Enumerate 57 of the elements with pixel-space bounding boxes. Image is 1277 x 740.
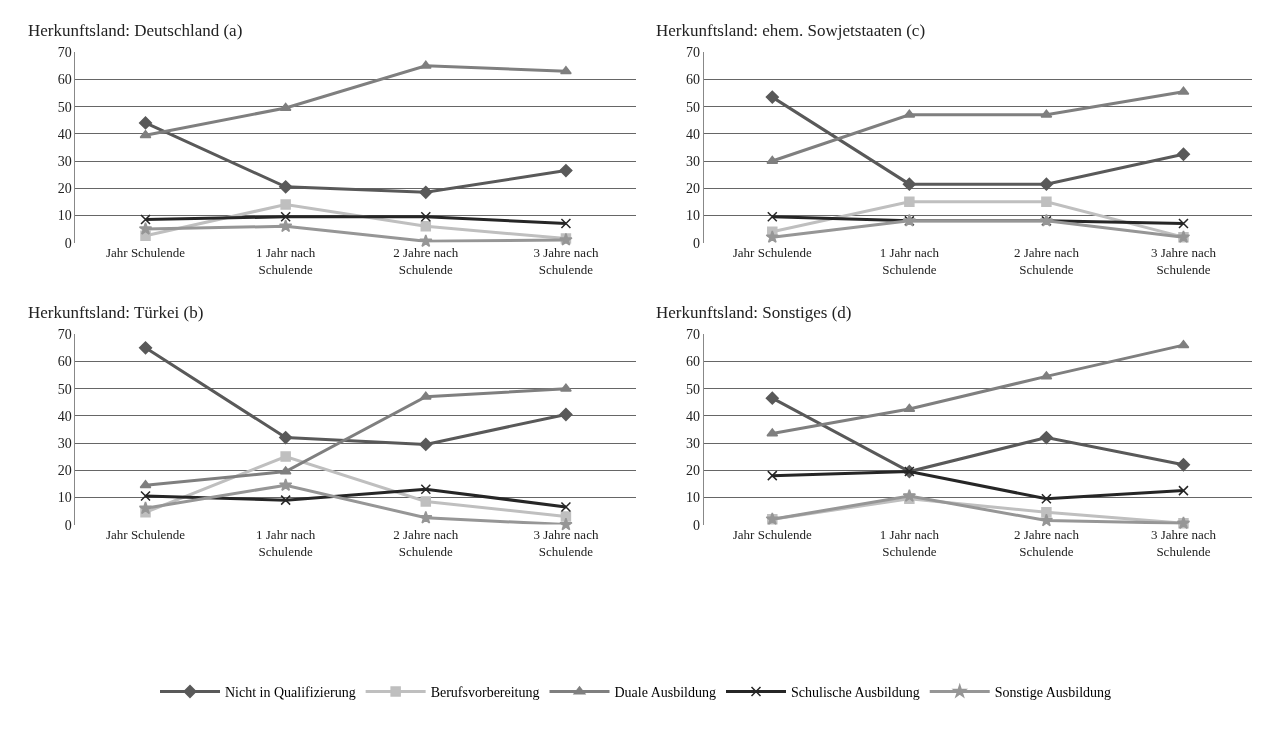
y-tick-label: 30: [57, 153, 72, 169]
y-tick-label: 20: [57, 463, 72, 479]
x-tick-label: Jahr Schulende: [732, 244, 813, 260]
y-tick-label: 0: [64, 235, 72, 251]
x-tick-label: 2 Jahre nach Schulende: [1013, 526, 1080, 559]
y-tick-label: 40: [685, 126, 700, 142]
y-tick-label: 50: [685, 381, 700, 397]
x-tick-label: 3 Jahre nach Schulende: [1150, 244, 1217, 277]
y-tick-label: 20: [685, 463, 700, 479]
x-tick-label: 1 Jahr nach Schulende: [879, 526, 940, 559]
y-tick-label: 70: [57, 45, 72, 61]
y-tick-label: 40: [57, 126, 72, 142]
chart-title: Herkunftsland: Sonstiges (d): [656, 303, 852, 322]
chart-title: Herkunftsland: Türkei (b): [28, 303, 204, 322]
chart-title: Herkunftsland: Deutschland (a): [28, 21, 243, 40]
chart-title: Herkunftsland: ehem. Sowjetstaaten (c): [656, 21, 926, 40]
x-tick-label: Jahr Schulende: [105, 526, 186, 542]
x-tick-label: 2 Jahre nach Schulende: [393, 526, 459, 559]
y-tick-label: 0: [692, 517, 700, 533]
x-tick-label: 3 Jahre nach Schulende: [1150, 526, 1217, 559]
y-tick-label: 40: [685, 408, 700, 424]
y-tick-label: 20: [685, 181, 700, 197]
legend-label: Duale Ausbildung: [614, 684, 716, 700]
y-tick-label: 70: [685, 327, 700, 343]
legend-label: Sonstige Ausbildung: [994, 684, 1112, 700]
y-tick-label: 10: [685, 208, 700, 224]
y-tick-label: 50: [57, 381, 72, 397]
y-tick-label: 60: [57, 354, 72, 370]
y-tick-label: 60: [57, 72, 72, 88]
y-tick-label: 0: [692, 235, 700, 251]
x-tick-label: 1 Jahr nach Schulende: [256, 244, 316, 277]
y-tick-label: 60: [685, 72, 700, 88]
y-tick-label: 10: [57, 208, 72, 224]
y-tick-label: 10: [57, 490, 72, 506]
y-tick-label: 0: [64, 517, 72, 533]
legend-label: Nicht in Qualifizierung: [225, 684, 356, 700]
x-tick-label: 3 Jahre nach Schulende: [533, 244, 599, 277]
y-tick-label: 50: [685, 99, 700, 115]
x-tick-label: Jahr Schulende: [732, 526, 813, 542]
y-tick-label: 30: [685, 435, 700, 451]
y-tick-label: 40: [57, 408, 72, 424]
x-tick-label: 2 Jahre nach Schulende: [393, 244, 459, 277]
y-tick-label: 70: [685, 45, 700, 61]
x-tick-label: 2 Jahre nach Schulende: [1013, 244, 1080, 277]
x-tick-label: 1 Jahr nach Schulende: [256, 526, 316, 559]
x-tick-label: 1 Jahr nach Schulende: [879, 244, 940, 277]
y-tick-label: 60: [685, 354, 700, 370]
y-tick-label: 50: [57, 99, 72, 115]
x-tick-label: 3 Jahre nach Schulende: [533, 526, 599, 559]
y-tick-label: 10: [685, 490, 700, 506]
y-tick-label: 70: [57, 327, 72, 343]
legend-label: Berufsvorbereitung: [430, 684, 540, 700]
legend-label: Schulische Ausbildung: [791, 684, 920, 700]
x-tick-label: Jahr Schulende: [105, 244, 186, 260]
y-tick-label: 30: [685, 153, 700, 169]
y-tick-label: 20: [57, 181, 72, 197]
y-tick-label: 30: [57, 435, 72, 451]
